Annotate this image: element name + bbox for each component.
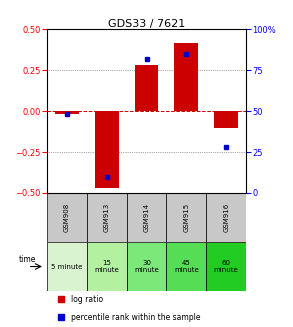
Bar — [87, 242, 127, 291]
Text: 5 minute: 5 minute — [51, 264, 83, 269]
Text: percentile rank within the sample: percentile rank within the sample — [71, 313, 200, 322]
Text: 60
minute: 60 minute — [214, 260, 239, 273]
Bar — [174, 43, 198, 111]
Bar — [127, 242, 166, 291]
Bar — [166, 242, 206, 291]
Bar — [87, 193, 127, 242]
Text: 30
minute: 30 minute — [134, 260, 159, 273]
Text: GSM908: GSM908 — [64, 203, 70, 232]
Text: 15
minute: 15 minute — [94, 260, 119, 273]
Bar — [127, 193, 166, 242]
Text: GSM914: GSM914 — [144, 203, 149, 232]
Bar — [166, 193, 206, 242]
Text: log ratio: log ratio — [71, 295, 103, 304]
Bar — [214, 111, 238, 128]
Text: GSM916: GSM916 — [223, 203, 229, 232]
Text: GSM913: GSM913 — [104, 203, 110, 232]
Bar — [47, 193, 87, 242]
Bar — [206, 193, 246, 242]
Title: GDS33 / 7621: GDS33 / 7621 — [108, 19, 185, 29]
Bar — [134, 65, 159, 111]
Bar — [47, 242, 87, 291]
Bar — [95, 111, 119, 188]
Text: GSM915: GSM915 — [183, 203, 189, 232]
Text: time: time — [18, 255, 36, 264]
Text: 45
minute: 45 minute — [174, 260, 199, 273]
Bar — [206, 242, 246, 291]
Bar — [55, 111, 79, 114]
